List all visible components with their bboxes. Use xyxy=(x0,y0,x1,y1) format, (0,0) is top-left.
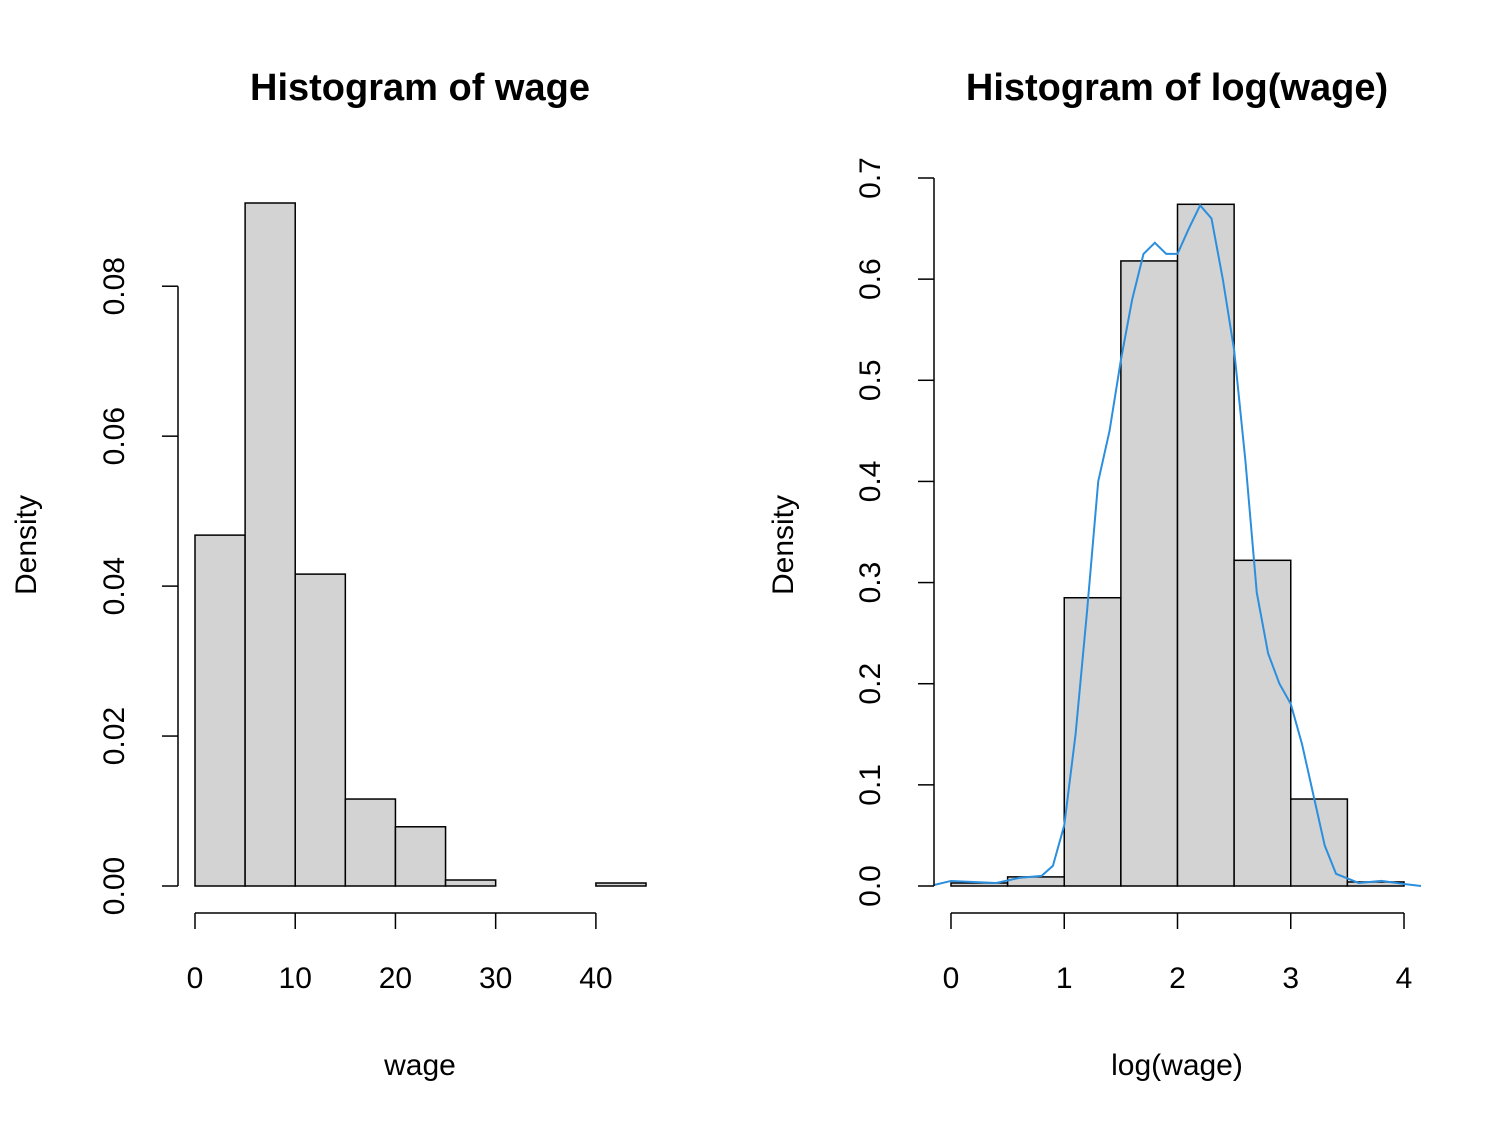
bar xyxy=(444,879,497,887)
y-tick-label: 0.06 xyxy=(98,407,131,465)
x-axis-label: log(wage) xyxy=(1111,1049,1243,1082)
y-axis-label: Density xyxy=(767,495,800,595)
y-tick-label: 0.6 xyxy=(854,258,887,300)
chart-title: Histogram of log(wage) xyxy=(966,67,1388,109)
x-tick-label: 2 xyxy=(1169,962,1186,995)
bar xyxy=(1063,596,1122,887)
density-line xyxy=(933,203,1422,887)
bar xyxy=(194,534,246,887)
y-tick-label: 0.2 xyxy=(854,663,887,705)
bar xyxy=(1120,260,1179,887)
y-tick-label: 0.5 xyxy=(854,359,887,401)
bar xyxy=(1233,559,1292,887)
x-tick-label: 0 xyxy=(943,962,960,995)
y-tick-label: 0.00 xyxy=(98,857,131,915)
bar xyxy=(1290,798,1349,887)
bar xyxy=(344,798,397,887)
y-tick-label: 0.0 xyxy=(854,865,887,907)
x-tick-label: 0 xyxy=(187,962,204,995)
y-tick-label: 0.04 xyxy=(98,557,131,615)
y-axis-label: Density xyxy=(10,495,43,595)
bar xyxy=(394,826,447,887)
y-tick-label: 0.1 xyxy=(854,764,887,806)
x-tick-label: 20 xyxy=(379,962,412,995)
x-tick-label: 1 xyxy=(1056,962,1073,995)
y-tick-label: 0.4 xyxy=(854,461,887,503)
y-tick-label: 0.7 xyxy=(854,157,887,199)
bar xyxy=(244,202,296,887)
x-tick-label: 10 xyxy=(279,962,312,995)
y-tick-label: 0.3 xyxy=(854,562,887,604)
x-tick-label: 30 xyxy=(479,962,512,995)
x-tick-label: 3 xyxy=(1282,962,1299,995)
y-tick-label: 0.02 xyxy=(98,707,131,765)
bar xyxy=(1176,203,1235,887)
y-tick-label: 0.08 xyxy=(98,257,131,315)
x-axis-label: wage xyxy=(383,1049,456,1082)
bar xyxy=(595,882,647,887)
bar xyxy=(294,573,347,887)
chart-title: Histogram of wage xyxy=(250,67,590,109)
x-tick-label: 40 xyxy=(579,962,612,995)
bar xyxy=(950,882,1009,887)
x-tick-label: 4 xyxy=(1396,962,1413,995)
